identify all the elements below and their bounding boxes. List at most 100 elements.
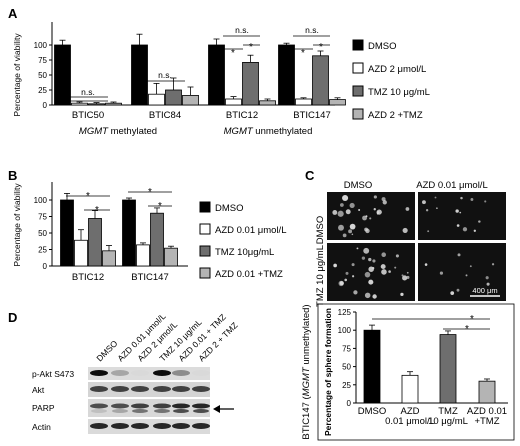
panel-b-chart: Percentage of viability 0 25 50 75 100 BTIC1… bbox=[12, 182, 188, 283]
panel-a-ylabel: Percentage of viability bbox=[12, 33, 22, 117]
panel-b-category-label-btic147: BTIC147 bbox=[131, 272, 169, 283]
legend-a-label-dmso: DMSO bbox=[368, 41, 397, 52]
panel-c-star-b: * bbox=[465, 324, 469, 335]
panel-a-ns-btic147: n.s. bbox=[305, 25, 319, 35]
panel-a-bar-btic147-tmz bbox=[312, 55, 329, 106]
panel-c-category-label-tmz: TMZ 10 μg/mL bbox=[428, 406, 468, 427]
panel-a-star-btic12-a: * bbox=[231, 48, 235, 59]
panel-c-bar-azdtmz bbox=[478, 380, 496, 404]
micrograph-col-dmso: DMSO bbox=[344, 180, 373, 191]
panel-c-ytick-label-100: 100 bbox=[338, 326, 352, 335]
panel-a-bar-btic84-dmso bbox=[131, 44, 148, 106]
legend-a-swatch-dmso bbox=[352, 39, 364, 51]
panel-c-category-label-azdtmz: AZD 0.01 +TMZ bbox=[467, 406, 507, 427]
panel-a-bar-btic50-azdtmz bbox=[105, 102, 122, 106]
legend-a-swatch-azd bbox=[352, 62, 364, 74]
panel-c-bar-dmso bbox=[363, 329, 381, 404]
panel-b-star-btic147-a: * bbox=[148, 187, 152, 198]
panel-a-bar-btic147-dmso bbox=[278, 44, 295, 106]
panel-b-bar-btic147-dmso bbox=[122, 199, 136, 267]
legend-a-label-azd: AZD 2 μmol/L bbox=[368, 64, 426, 75]
blot-strip-parp bbox=[88, 399, 210, 417]
blot-row-label-parp: PARP bbox=[32, 403, 55, 413]
panel-a-legend: DMSO AZD 2 μmol/L TMZ 10 μg/mL AZD 2 +TM… bbox=[352, 39, 430, 121]
panel-a-group-label-methylated: MGMT methylated bbox=[79, 126, 157, 137]
panel-a-bar-btic12-azdtmz bbox=[259, 100, 276, 106]
panel-a-ytick-label-50: 50 bbox=[38, 71, 47, 80]
legend-a-swatch-tmz bbox=[352, 85, 364, 97]
panel-a-ytick-label-100: 100 bbox=[34, 41, 48, 50]
panel-a-bar-btic84-tmz bbox=[165, 89, 182, 106]
legend-b-label-dmso: DMSO bbox=[215, 203, 244, 214]
panel-c-ytick-label-25: 25 bbox=[342, 381, 351, 390]
micrograph-tmz-azd bbox=[418, 243, 506, 301]
panel-c: DMSO AZD 0.01 μmol/L DMSO TMZ 10 μg/mL 4… bbox=[301, 180, 515, 441]
panel-b-ytick-label-75: 75 bbox=[38, 213, 47, 222]
panel-a-star-btic147-a: * bbox=[301, 48, 305, 59]
panel-a-ytick-label-25: 25 bbox=[38, 86, 47, 95]
micrograph-dmso-azd bbox=[418, 192, 506, 240]
panel-b-ytick-label-0: 0 bbox=[43, 262, 48, 271]
panel-b-ytick-label-50: 50 bbox=[38, 229, 47, 238]
legend-b-label-azd: AZD 0.01 μmol/L bbox=[215, 225, 286, 236]
panel-c-significance bbox=[372, 318, 490, 330]
panel-a-bar-btic50-dmso bbox=[54, 44, 71, 106]
legend-b-swatch-azd bbox=[199, 223, 211, 235]
blot-strip-actin bbox=[88, 419, 210, 434]
panel-a-category-label-btic50: BTIC50 bbox=[72, 110, 104, 121]
blot-row-label-p-akt-s473: p-Akt S473 bbox=[32, 369, 74, 379]
scale-bar-label: 400 μm bbox=[472, 286, 497, 295]
panel-c-category-label-dmso: DMSO bbox=[358, 406, 387, 417]
blot-lane-label-1: DMSO bbox=[94, 338, 119, 363]
panel-a-bar-btic84-azd bbox=[148, 93, 165, 106]
panel-c-ytick-label-50: 50 bbox=[342, 363, 351, 372]
panel-b-bar-btic12-azd bbox=[74, 239, 88, 267]
panel-b-ylabel: Percentage of viability bbox=[12, 183, 22, 267]
legend-a-label-tmz: TMZ 10 μg/mL bbox=[368, 87, 430, 98]
panel-b-bar-btic147-azdtmz bbox=[164, 247, 178, 267]
panel-a-ns-btic12: n.s. bbox=[235, 25, 249, 35]
panel-a-category-label-btic84: BTIC84 bbox=[149, 110, 181, 121]
panel-letter-b: B bbox=[8, 168, 17, 183]
panel-b-legend: DMSO AZD 0.01 μmol/L TMZ 10μg/mL AZD 0.0… bbox=[199, 201, 286, 280]
panel-letter-a: A bbox=[8, 6, 18, 21]
panel-c-chart-frame bbox=[317, 303, 515, 441]
panel-a-bar-btic12-tmz bbox=[242, 62, 259, 106]
panel-c-ytick-label-75: 75 bbox=[342, 344, 351, 353]
panel-a-group-label-unmethylated: MGMT unmethylated bbox=[224, 126, 313, 137]
panel-c-bar-tmz bbox=[439, 334, 457, 404]
panel-a-chart: Percentage of viability 0 25 50 75 100 BTIC5… bbox=[12, 22, 346, 137]
blot-strip-akt bbox=[88, 382, 210, 397]
panel-b-ytick-label-25: 25 bbox=[38, 246, 47, 255]
panel-b-star-btic147-b: * bbox=[158, 201, 162, 212]
panel-a-star-btic147-b: * bbox=[319, 42, 323, 53]
panel-b-bar-btic12-azdtmz bbox=[102, 250, 116, 267]
panel-b-star-btic12-b: * bbox=[95, 205, 99, 216]
panel-a-ytick-label-0: 0 bbox=[43, 101, 48, 110]
panel-b-ytick-label-100: 100 bbox=[34, 196, 48, 205]
panel-a-bar-btic147-azdtmz bbox=[329, 99, 346, 106]
panel-c-ytick-label-125: 125 bbox=[338, 308, 352, 317]
legend-b-swatch-dmso bbox=[199, 201, 211, 213]
panel-c-ytick-label-0: 0 bbox=[347, 399, 352, 408]
micrograph-row-tmz: TMZ 10 μg/mL bbox=[315, 245, 326, 307]
panel-c-bar-azd bbox=[401, 374, 419, 404]
legend-a-swatch-azdtmz bbox=[352, 108, 364, 120]
panel-a-bar-btic84-azdtmz bbox=[182, 95, 199, 106]
panel-a-bar-btic147-azd bbox=[295, 98, 312, 106]
parp-arrow-icon bbox=[213, 405, 234, 413]
legend-b-label-tmz: TMZ 10μg/mL bbox=[215, 247, 274, 258]
panel-a-significance bbox=[68, 35, 330, 102]
legend-a-label-azdtmz: AZD 2 +TMZ bbox=[368, 110, 423, 121]
panel-c-ylabel: Percentage of sphere formation bbox=[323, 308, 333, 436]
micrograph-col-azd: AZD 0.01 μmol/L bbox=[416, 180, 487, 191]
blot-row-label-actin: Actin bbox=[32, 422, 51, 432]
panel-c-category-label-azd: AZD 0.01 μmol/L bbox=[385, 406, 435, 427]
panel-b-bar-btic12-tmz bbox=[88, 218, 102, 267]
panel-a-bar-btic50-azd bbox=[71, 102, 88, 106]
legend-b-swatch-azdtmz bbox=[199, 267, 211, 279]
panel-a-star-btic12-b: * bbox=[249, 42, 253, 53]
panel-a-ytick-label-75: 75 bbox=[38, 56, 47, 65]
blot-row-label-akt: Akt bbox=[32, 385, 45, 395]
